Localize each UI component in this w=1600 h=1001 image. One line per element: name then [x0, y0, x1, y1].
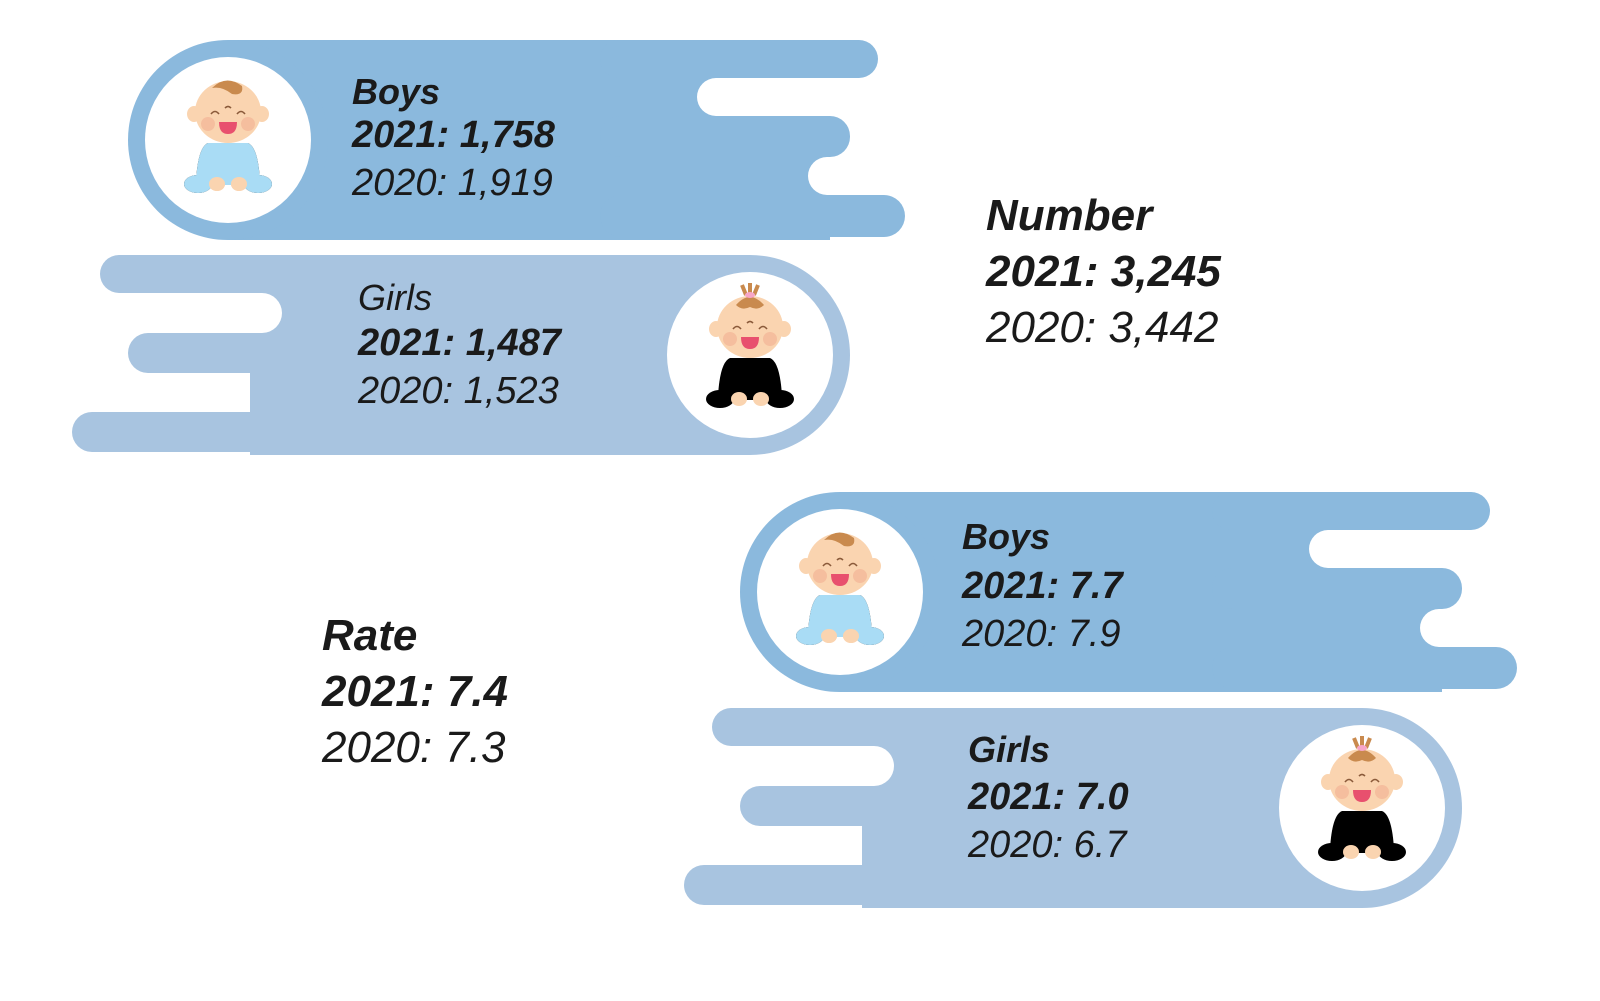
- boys-2020-value: 2020: 1,919: [352, 162, 553, 204]
- rate-total-text: Rate 2021: 7.4 2020: 7.3: [322, 614, 508, 770]
- rate-girls-band: [412, 708, 1462, 908]
- girls-label: Girls: [968, 729, 1051, 770]
- girls-2021-value: 2021: 7.0: [968, 776, 1129, 818]
- girls-label: Girls: [358, 277, 432, 318]
- rate-boys-text: Boys 2021: 7.7 2020: 7.9: [962, 516, 1123, 655]
- boys-label: Boys: [352, 71, 441, 112]
- number-girls-text: Girls 2021: 1,487 2020: 1,523: [358, 277, 561, 412]
- number-2021-value: 2021: 3,245: [986, 247, 1221, 296]
- number-title: Number: [986, 191, 1153, 240]
- boys-2020-value: 2020: 7.9: [962, 613, 1121, 655]
- number-2020-value: 2020: 3,442: [986, 303, 1219, 352]
- number-total-text: Number 2021: 3,245 2020: 3,442: [986, 194, 1221, 350]
- boys-label: Boys: [962, 516, 1051, 557]
- girls-2021-value: 2021: 1,487: [358, 322, 561, 364]
- rate-boys-band: [740, 492, 1600, 692]
- boys-2021-value: 2021: 7.7: [962, 565, 1123, 607]
- rate-2021-value: 2021: 7.4: [322, 667, 508, 716]
- rate-2020-value: 2020: 7.3: [322, 723, 506, 772]
- number-boys-text: Boys 2021: 1,758 2020: 1,919: [352, 71, 555, 204]
- boys-2021-value: 2021: 1,758: [352, 114, 555, 156]
- rate-girls-text: Girls 2021: 7.0 2020: 6.7: [968, 729, 1129, 866]
- rate-title: Rate: [322, 611, 418, 660]
- girls-2020-value: 2020: 6.7: [968, 824, 1127, 866]
- girls-2020-value: 2020: 1,523: [358, 370, 559, 412]
